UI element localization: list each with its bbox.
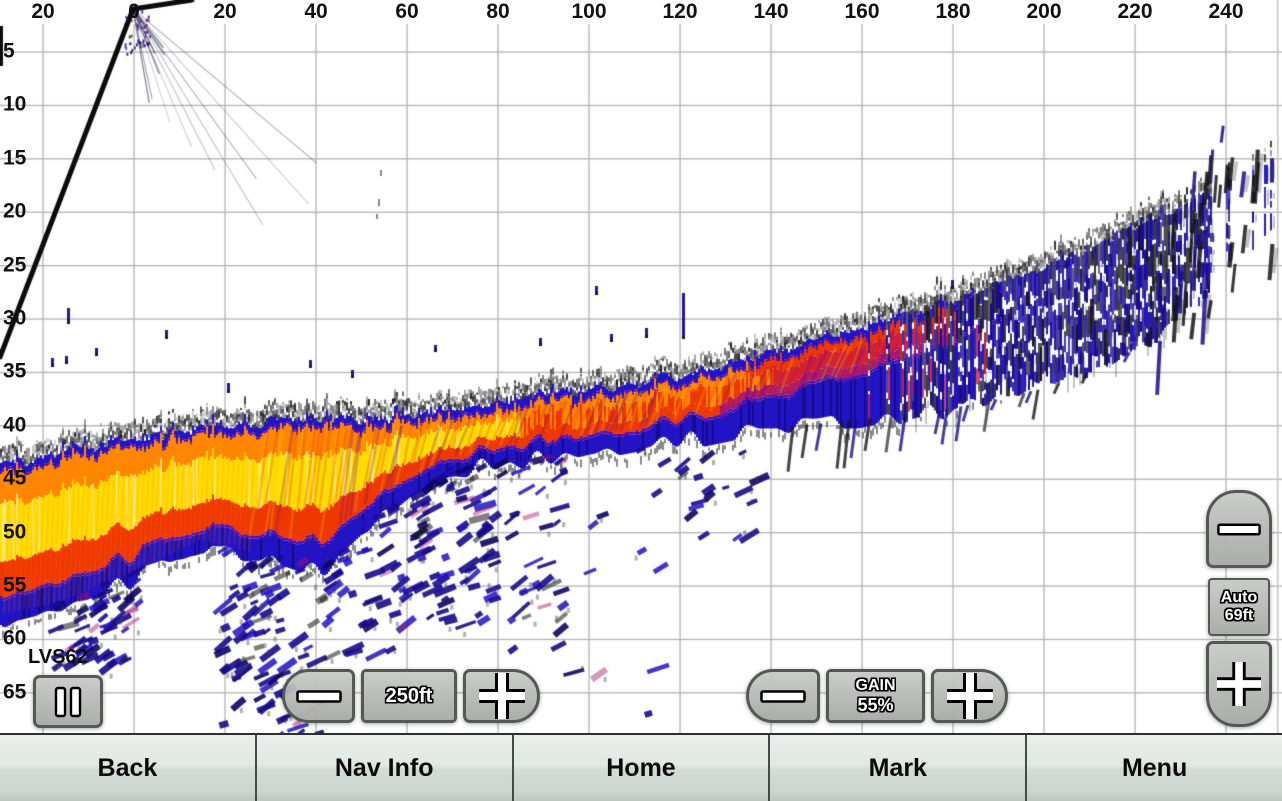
- range-value-display: 250ft: [361, 669, 457, 723]
- plus-icon: [478, 673, 525, 719]
- menu-item-label: Menu: [1121, 753, 1188, 782]
- minus-icon: [1217, 522, 1261, 536]
- plus-icon: [1217, 662, 1261, 706]
- range-value-label: 250ft: [385, 684, 433, 707]
- menu-item-home[interactable]: Home: [511, 735, 769, 801]
- range-zoom-out-button[interactable]: [282, 669, 355, 723]
- gain-increase-button[interactable]: [931, 669, 1008, 723]
- gain-value-display: GAIN 55%: [826, 669, 925, 723]
- depth-auto-display[interactable]: Auto 69ft: [1208, 578, 1270, 636]
- menu-item-label: Back: [97, 753, 158, 782]
- gain-value-label: 55%: [857, 694, 894, 715]
- menu-item-nav-info[interactable]: Nav Info: [254, 735, 512, 801]
- minus-icon: [760, 689, 806, 703]
- gain-decrease-button[interactable]: [746, 669, 820, 723]
- menu-item-label: Nav Info: [334, 753, 434, 782]
- plus-icon: [946, 673, 993, 719]
- pause-button[interactable]: [33, 675, 103, 728]
- menu-item-menu[interactable]: Menu: [1025, 735, 1282, 801]
- minus-icon: [295, 689, 342, 703]
- pause-icon: [54, 686, 82, 717]
- sonar-canvas: [0, 0, 1282, 733]
- menu-bar: Back Nav Info Home Mark Menu: [0, 733, 1282, 801]
- menu-item-mark[interactable]: Mark: [768, 735, 1026, 801]
- menu-item-label: Home: [606, 753, 676, 782]
- sonar-view[interactable]: 20 0 20 40 60 80 100 120 140 160 180 200 220 240 5 10 1…: [0, 0, 1282, 733]
- range-zoom-in-button[interactable]: [463, 669, 540, 723]
- menu-item-back[interactable]: Back: [0, 735, 255, 801]
- menu-item-label: Mark: [868, 753, 927, 782]
- depth-range-decrease-button[interactable]: [1206, 490, 1272, 568]
- depth-value-label: 69ft: [1224, 607, 1254, 624]
- gain-label: GAIN: [855, 676, 896, 694]
- depth-range-increase-button[interactable]: [1206, 641, 1272, 727]
- depth-mode-label: Auto: [1220, 589, 1258, 607]
